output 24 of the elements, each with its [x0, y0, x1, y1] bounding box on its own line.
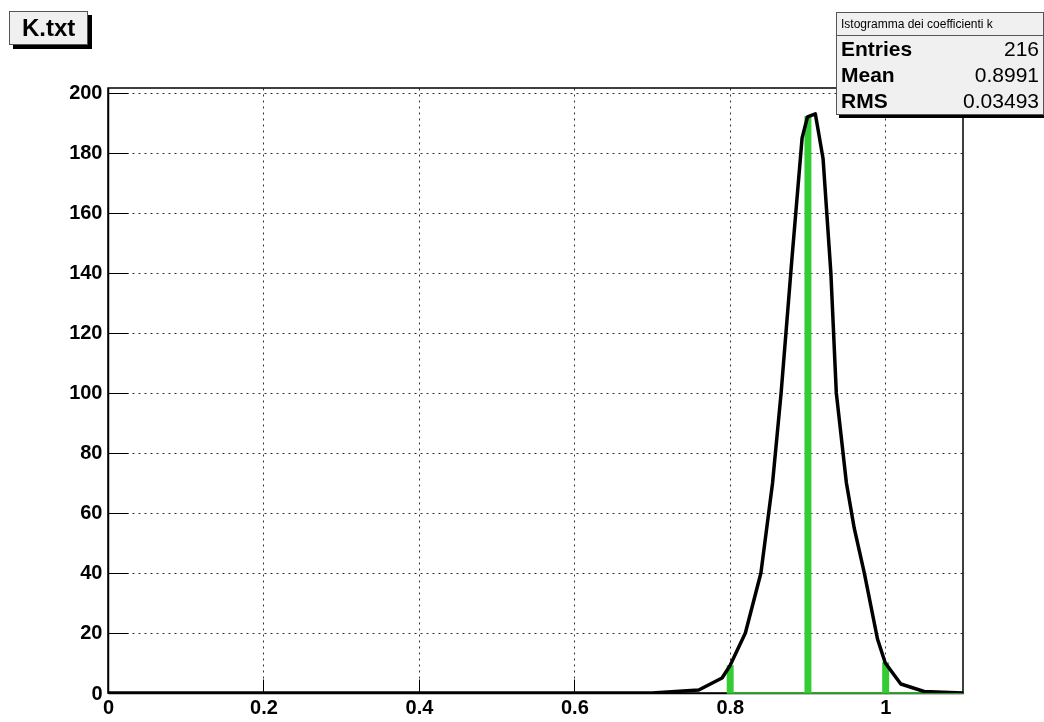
y-tick-label: 40 — [80, 561, 103, 584]
annotation: RMS — [841, 88, 888, 114]
text: Entries — [841, 36, 913, 62]
x-tick-label: 1 — [880, 695, 892, 718]
x-tick-label: 0.8 — [716, 695, 745, 718]
y-tick-label: 200 — [69, 81, 103, 104]
y-tick-label: 160 — [69, 201, 103, 224]
y-tick-label: 120 — [69, 321, 103, 344]
text: Istogramma dei coefficienti k — [837, 13, 1043, 36]
y-tick-label: 80 — [80, 441, 103, 464]
x-tick-label: 0.2 — [250, 695, 278, 718]
y-tick-label: 60 — [80, 501, 103, 524]
x-tick-label: 0.4 — [405, 695, 435, 718]
annotation: 0.03493 — [963, 88, 1039, 114]
y-tick-label: 0 — [91, 681, 103, 704]
y-tick-label: 20 — [80, 621, 103, 644]
x-tick-label: 0.6 — [560, 695, 589, 718]
text: 216 — [1003, 36, 1039, 62]
y-tick-label: 180 — [69, 141, 103, 164]
text: Mean — [841, 62, 895, 88]
chart-title: K.txt — [9, 11, 89, 45]
text: 0.8991 — [974, 62, 1039, 88]
y-tick-label: 100 — [69, 381, 103, 404]
y-tick-label: 140 — [69, 261, 103, 284]
